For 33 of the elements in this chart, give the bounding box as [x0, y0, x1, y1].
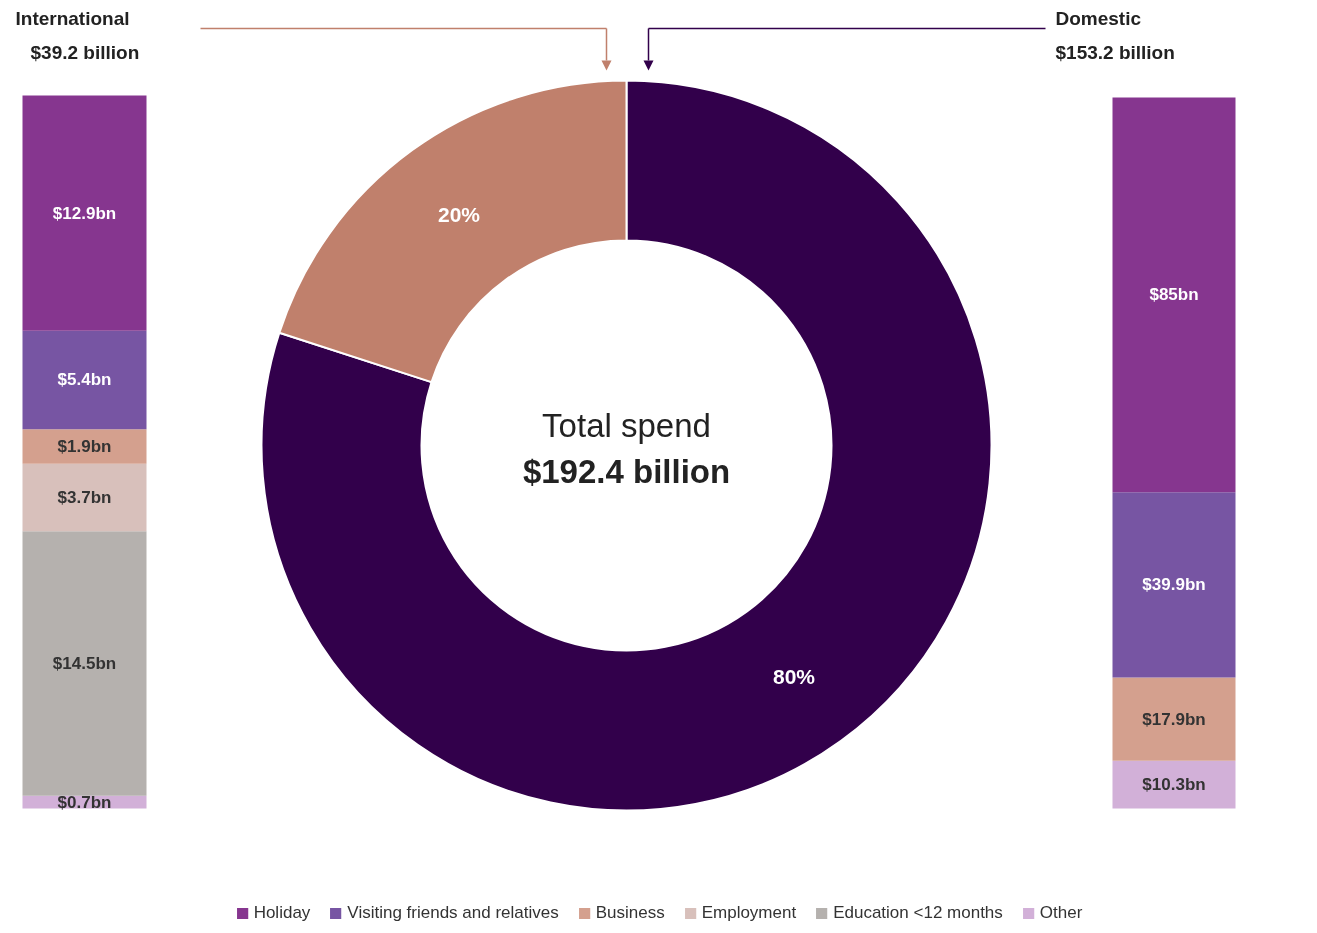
- data-label: $0.7bn: [57, 792, 112, 812]
- data-label: $1.9bn: [57, 437, 112, 457]
- chart-subtitle: $39.2 billion: [30, 42, 140, 63]
- data-label: $10.3bn: [1142, 775, 1206, 795]
- data-label: $12.9bn: [52, 203, 117, 223]
- data-label: $39.9bn: [1142, 575, 1206, 595]
- legend-label: Employment: [701, 903, 797, 923]
- data-label: 80%: [773, 664, 816, 688]
- bar: [22, 531, 147, 796]
- legend-label: Holiday: [253, 903, 311, 923]
- legend-label: Other: [1039, 903, 1083, 923]
- chart-subtitle: $153.2 billion: [1055, 42, 1175, 63]
- data-label: 20%: [437, 203, 481, 227]
- data-label: $85bn: [1149, 285, 1199, 305]
- text: Total spend: [542, 407, 711, 444]
- bar: [22, 463, 147, 532]
- bar: [1112, 97, 1236, 493]
- legend-label: Education <12 months: [833, 903, 1003, 923]
- data-label: $14.5bn: [52, 654, 117, 674]
- bar: [1112, 677, 1236, 761]
- data-label: $3.7bn: [57, 488, 112, 508]
- bar: [22, 95, 147, 331]
- bar: [22, 429, 147, 464]
- bar: [22, 330, 147, 430]
- bar: [1112, 492, 1236, 678]
- legend-label: Visiting friends and relatives: [347, 903, 559, 923]
- chart-title: International: [15, 8, 130, 29]
- bar: [1112, 760, 1236, 809]
- data-label: $17.9bn: [1142, 709, 1206, 729]
- data-label: $5.4bn: [57, 370, 112, 390]
- text: $192.4 billion: [522, 453, 731, 490]
- chart-title: Domestic: [1055, 8, 1142, 29]
- legend-label: Business: [595, 903, 665, 923]
